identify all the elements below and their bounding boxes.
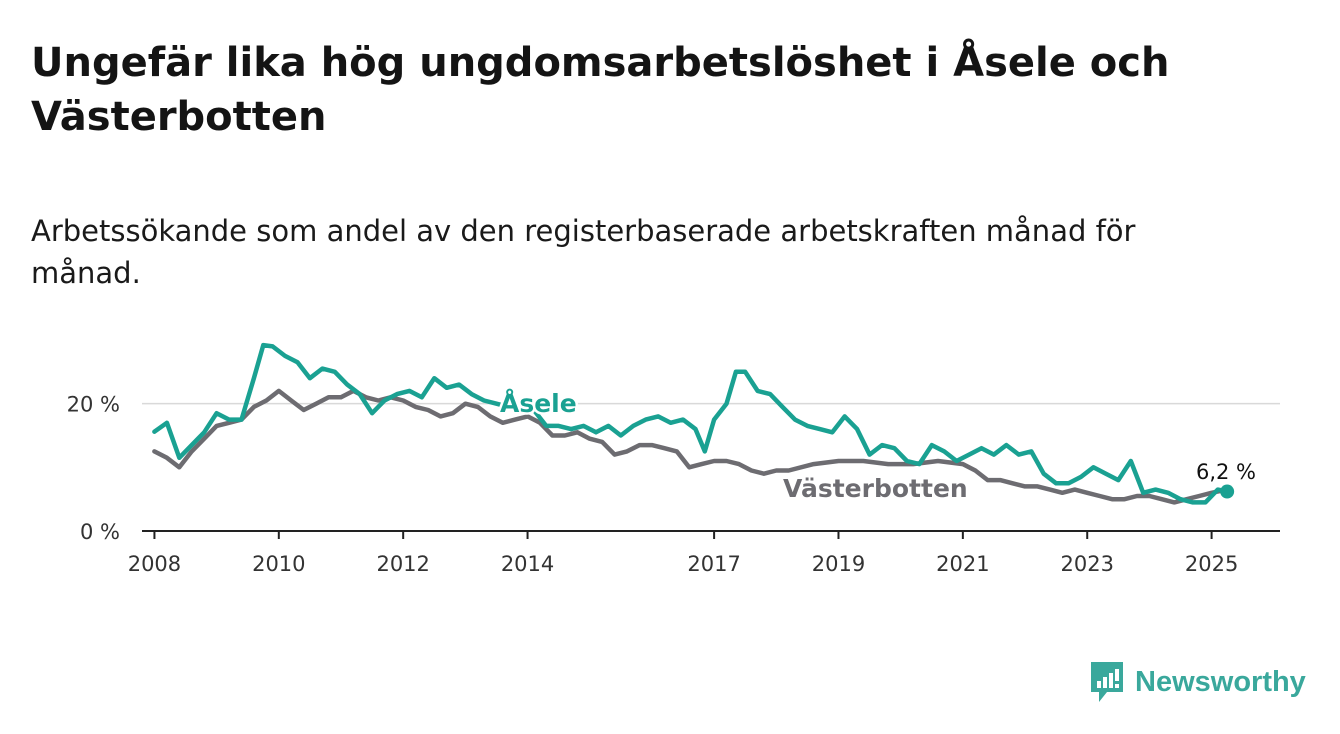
chart-labels: Åsele Västerbotten 6,2 % (498, 387, 1257, 506)
newsworthy-logo-icon (1091, 662, 1123, 702)
y-tick-label: 20 % (67, 393, 120, 417)
series-line-asele (152, 342, 1230, 505)
chart-title: Ungefär lika hög ungdomsarbetslöshet i Å… (31, 40, 1170, 140)
series-label-vasterbotten: Västerbotten (783, 474, 968, 503)
chart-axes: 0 % 20 % 2008 2010 2012 2014 2017 2019 2021 2023 2… (67, 393, 1280, 576)
x-tick-label: 2023 (1060, 552, 1113, 576)
x-tick-label: 2010 (252, 552, 305, 576)
x-tick-label: 2012 (376, 552, 429, 576)
chart-subtitle: Arbetssökande som andel av den registerb… (31, 214, 1136, 290)
chart-series (152, 342, 1230, 505)
x-tick-label: 2014 (501, 552, 554, 576)
end-point-marker (1220, 484, 1235, 499)
x-tick-label: 2021 (936, 552, 989, 576)
y-tick-label: 0 % (80, 520, 120, 544)
series-label-asele: Åsele (500, 389, 577, 418)
series-line-vasterbotten (152, 388, 1230, 505)
x-tick-label: 2008 (128, 552, 181, 576)
brand-name: Newsworthy (1135, 665, 1306, 698)
x-tick-label: 2025 (1185, 552, 1238, 576)
brand: Newsworthy (1089, 660, 1306, 704)
x-tick-label: 2017 (687, 552, 740, 576)
x-tick-label: 2019 (812, 552, 865, 576)
end-value-label: 6,2 % (1196, 460, 1256, 484)
